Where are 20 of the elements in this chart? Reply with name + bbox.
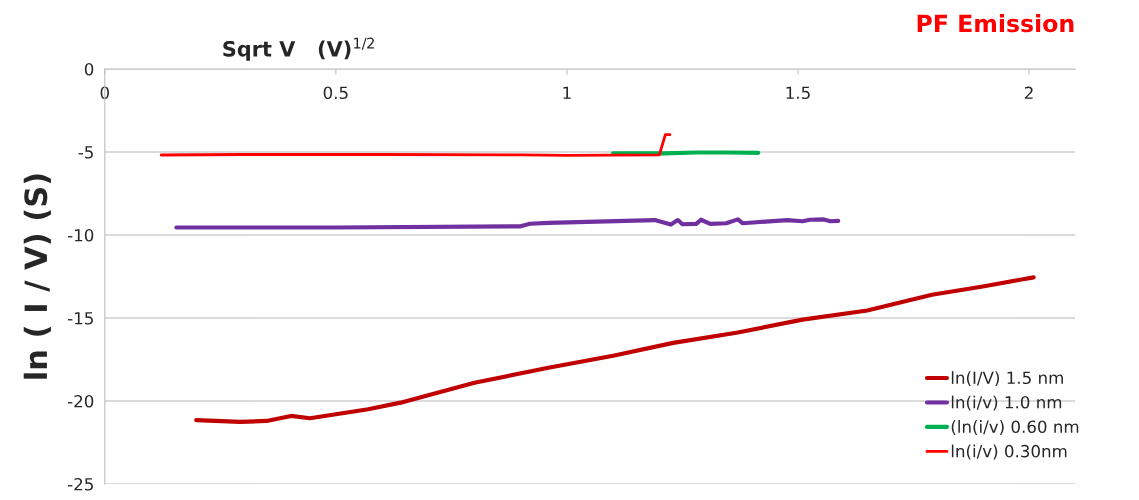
- x-tick-label: 0.5: [323, 86, 348, 100]
- legend-label: ln(i/v) 1.0 nm: [951, 395, 1062, 411]
- y-tick-label: -5: [78, 146, 93, 159]
- x-tick-label: 1: [563, 86, 571, 99]
- legend-label: ln(i/v) 0.30nm: [951, 444, 1067, 460]
- x-tick-label: 0: [100, 86, 109, 100]
- x-axis-title: Sqrt V (V)$^{1/2}$: [223, 37, 374, 61]
- y-tick-label: -15: [67, 312, 93, 325]
- legend-label: ln(I/V) 1.5 nm: [951, 371, 1063, 387]
- y-tick-label: 0: [84, 62, 94, 76]
- x-tick-label: 2: [1024, 86, 1033, 99]
- line-series: [174, 217, 841, 230]
- chart-title: PF Emission: [917, 14, 1074, 33]
- line-series: [159, 133, 672, 157]
- y-tick-label: -20: [67, 394, 94, 408]
- x-tick-label: 1.5: [786, 86, 810, 100]
- legend-label: (ln(i/v) 0.60 nm: [951, 420, 1079, 435]
- y-tick-label: -10: [67, 228, 94, 242]
- y-axis-title: ln ( I / V) (S): [23, 174, 51, 379]
- y-tick-label: -25: [67, 477, 93, 491]
